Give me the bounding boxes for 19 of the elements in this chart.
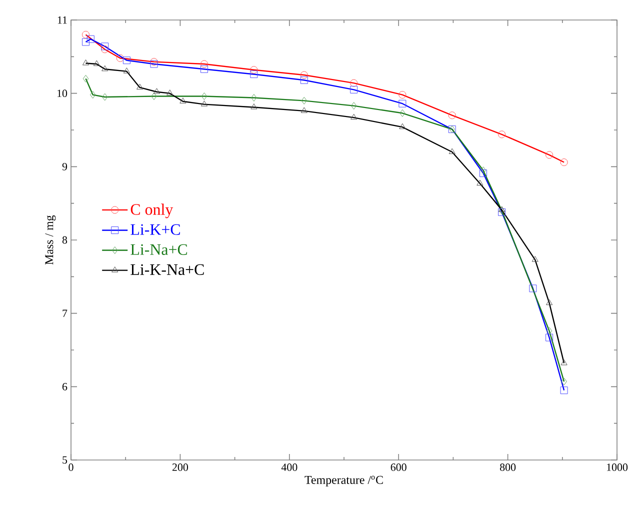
- legend-label: C only: [130, 204, 174, 218]
- x-tick-label: 600: [390, 464, 406, 471]
- y-axis-title: Mass / mg: [45, 215, 56, 265]
- x-tick-label: 0: [68, 464, 74, 471]
- y-tick-label: 9: [62, 162, 68, 170]
- y-tick-label: 11: [58, 16, 67, 24]
- y-tick-label: 7: [62, 310, 68, 317]
- x-tick-label: 400: [281, 464, 298, 471]
- y-tick-label: 10: [57, 90, 68, 98]
- y-tick-label: 6: [62, 382, 68, 390]
- x-tick-label: 1000: [607, 464, 628, 471]
- legend-label: Li-K-Na+C: [130, 264, 204, 275]
- legend-label: Li-K+C: [130, 224, 180, 235]
- x-tick-label: 200: [172, 464, 188, 471]
- y-tick-label: 8: [62, 236, 68, 244]
- x-tick-label: 800: [500, 464, 516, 471]
- legend-label: Li-Na+C: [130, 244, 187, 255]
- x-axis-title: Temperature /$^{o}$C: [304, 476, 383, 486]
- y-tick-label: 5: [62, 456, 68, 464]
